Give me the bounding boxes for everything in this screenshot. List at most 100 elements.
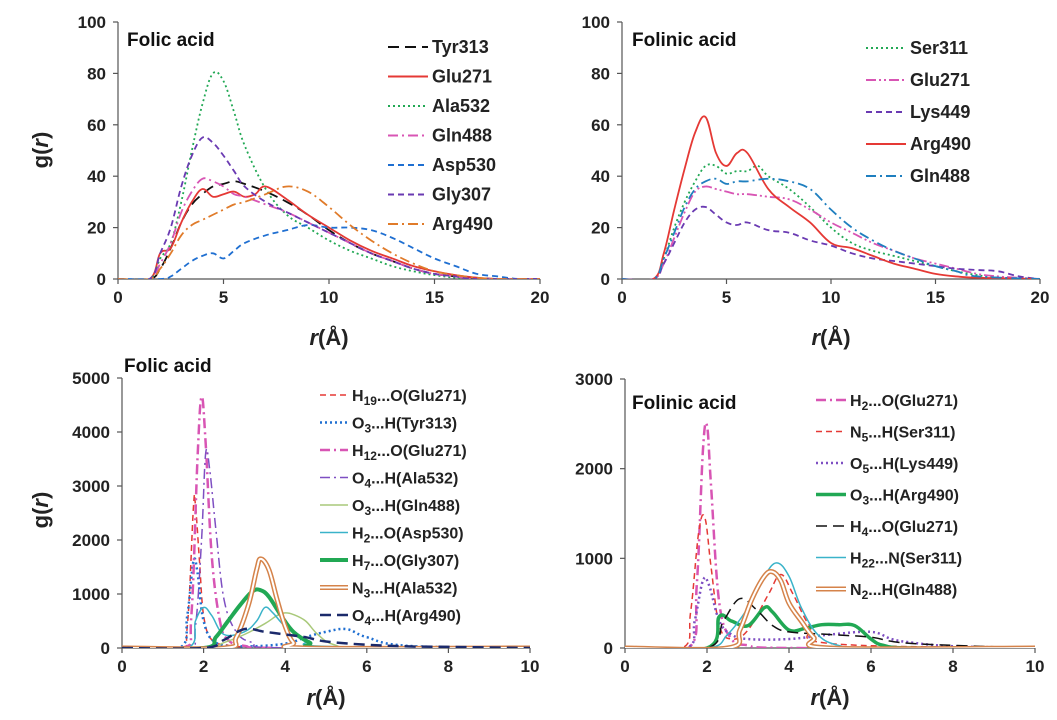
y-tick-label: 40 [87, 167, 106, 186]
x-axis-label: r(Å) [309, 324, 348, 350]
series-line-3 [118, 70, 540, 279]
legend-label-8: N3...H(Ala532) [352, 581, 457, 601]
legend-label-6: H2...O(Asp530) [352, 526, 464, 546]
panel-folic-acid-top: 0 5 10 15 20 0 20 40 60 80 100 r(Å) g(r) Folic acid Ty… [28, 13, 549, 350]
panel-title: Folinic acid [632, 30, 737, 51]
series-line-1 [622, 163, 1040, 279]
x-tick-label: 0 [617, 288, 626, 307]
y-tick-label: 0 [101, 639, 110, 658]
legend-label-3: H12...O(Glu271) [352, 443, 467, 463]
series-line-3 [625, 576, 1035, 648]
y-tick-label: 1000 [575, 549, 613, 568]
series-line-7 [122, 587, 530, 648]
legend-label-3: Lys449 [910, 102, 970, 122]
legend-label-2: N5...H(Ser311) [850, 425, 955, 445]
legend-label-2: Glu271 [910, 70, 970, 90]
x-tick-label: 0 [620, 657, 629, 676]
x-tick-label: 10 [320, 288, 339, 307]
series-line-1 [122, 493, 530, 648]
y-tick-label: 0 [604, 639, 613, 658]
series-line-7 [625, 568, 1035, 648]
series-line-7 [118, 185, 540, 279]
legend-label-5: H4...O(Glu271) [850, 519, 958, 539]
x-axis-label: r(Å) [811, 324, 850, 350]
series-line-4 [122, 448, 530, 648]
series-line-6 [625, 562, 1035, 648]
y-tick-label: 100 [78, 13, 106, 32]
x-tick-label: 20 [1031, 288, 1050, 307]
y-tick-label: 3000 [72, 477, 110, 496]
legend-label-1: H2...O(Glu271) [850, 393, 958, 413]
legend-label-7: Arg490 [432, 214, 493, 234]
x-tick-label: 10 [822, 288, 841, 307]
series-line-2 [625, 514, 1035, 648]
x-tick-label: 20 [531, 288, 550, 307]
series-line-5 [122, 612, 530, 648]
x-tick-label: 2 [702, 657, 711, 676]
legend-label-1: Tyr313 [432, 37, 489, 57]
series-line-3 [622, 205, 1040, 279]
x-axis-label: r(Å) [810, 684, 849, 710]
y-tick-label: 2000 [72, 531, 110, 550]
legend-label-2: O3...H(Tyr313) [352, 416, 457, 436]
y-tick-label: 60 [87, 116, 106, 135]
legend-label-5: Asp530 [432, 155, 496, 175]
panel-folic-acid-bottom: 0 2 4 6 8 10 0 1000 2000 3000 4000 5000 r(Å) g(r) Foli… [28, 356, 539, 710]
series-line-2 [118, 185, 540, 279]
y-tick-label: 2000 [575, 460, 613, 479]
panel-title: Folic acid [124, 356, 212, 377]
legend-label-4: O4...H(Ala532) [352, 471, 458, 491]
y-tick-label: 20 [87, 219, 106, 238]
series-line-2 [622, 185, 1040, 279]
series-line-5 [622, 177, 1040, 279]
panel-title: Folic acid [127, 30, 215, 51]
y-tick-label: 0 [97, 270, 106, 289]
x-tick-label: 8 [444, 657, 453, 676]
series-line-4 [625, 605, 1035, 648]
series-line-6 [122, 606, 530, 648]
series-line-8 [122, 556, 530, 648]
y-tick-label: 80 [591, 64, 610, 83]
legend-label-2: Glu271 [432, 67, 492, 87]
series-line-inner-8 [122, 557, 530, 648]
series-line-inner-7 [625, 570, 1035, 648]
legend-label-4: O3...H(Arg490) [850, 488, 959, 508]
series-line-5 [118, 224, 540, 279]
legend-label-1: Ser311 [910, 38, 968, 58]
legend-label-3: Ala532 [432, 96, 490, 116]
legend-label-7: N2...H(Gln488) [850, 582, 957, 602]
x-tick-label: 0 [117, 657, 126, 676]
x-tick-label: 0 [113, 288, 122, 307]
legend-label-4: Arg490 [910, 134, 971, 154]
y-tick-label: 20 [591, 219, 610, 238]
legend-label-3: O5...H(Lys449) [850, 456, 958, 476]
legend-label-4: Gln488 [432, 126, 492, 146]
x-tick-label: 15 [425, 288, 444, 307]
panel-title: Folinic acid [632, 393, 737, 414]
x-tick-label: 2 [199, 657, 208, 676]
y-tick-label: 80 [87, 64, 106, 83]
y-tick-label: 5000 [72, 369, 110, 388]
y-tick-label: 100 [582, 13, 610, 32]
x-tick-label: 8 [948, 657, 957, 676]
x-tick-label: 6 [362, 657, 371, 676]
y-tick-label: 1000 [72, 585, 110, 604]
x-tick-label: 6 [866, 657, 875, 676]
y-tick-label: 0 [601, 270, 610, 289]
series-line-6 [118, 136, 540, 279]
series-line-4 [622, 115, 1040, 279]
series-line-9 [122, 627, 530, 648]
series-line-2 [122, 557, 530, 648]
legend-label-5: O3...H(Gln488) [352, 498, 460, 518]
x-tick-label: 10 [521, 657, 540, 676]
y-axis-label: g(r) [28, 492, 53, 529]
legend-label-6: H22...N(Ser311) [850, 551, 962, 571]
legend-label-9: O4...H(Arg490) [352, 608, 461, 628]
series-line-1 [625, 421, 1035, 648]
x-tick-label: 4 [784, 657, 794, 676]
y-tick-label: 60 [591, 116, 610, 135]
y-tick-label: 4000 [72, 423, 110, 442]
legend-label-7: H7...O(Gly307) [352, 553, 459, 573]
x-tick-label: 15 [926, 288, 945, 307]
